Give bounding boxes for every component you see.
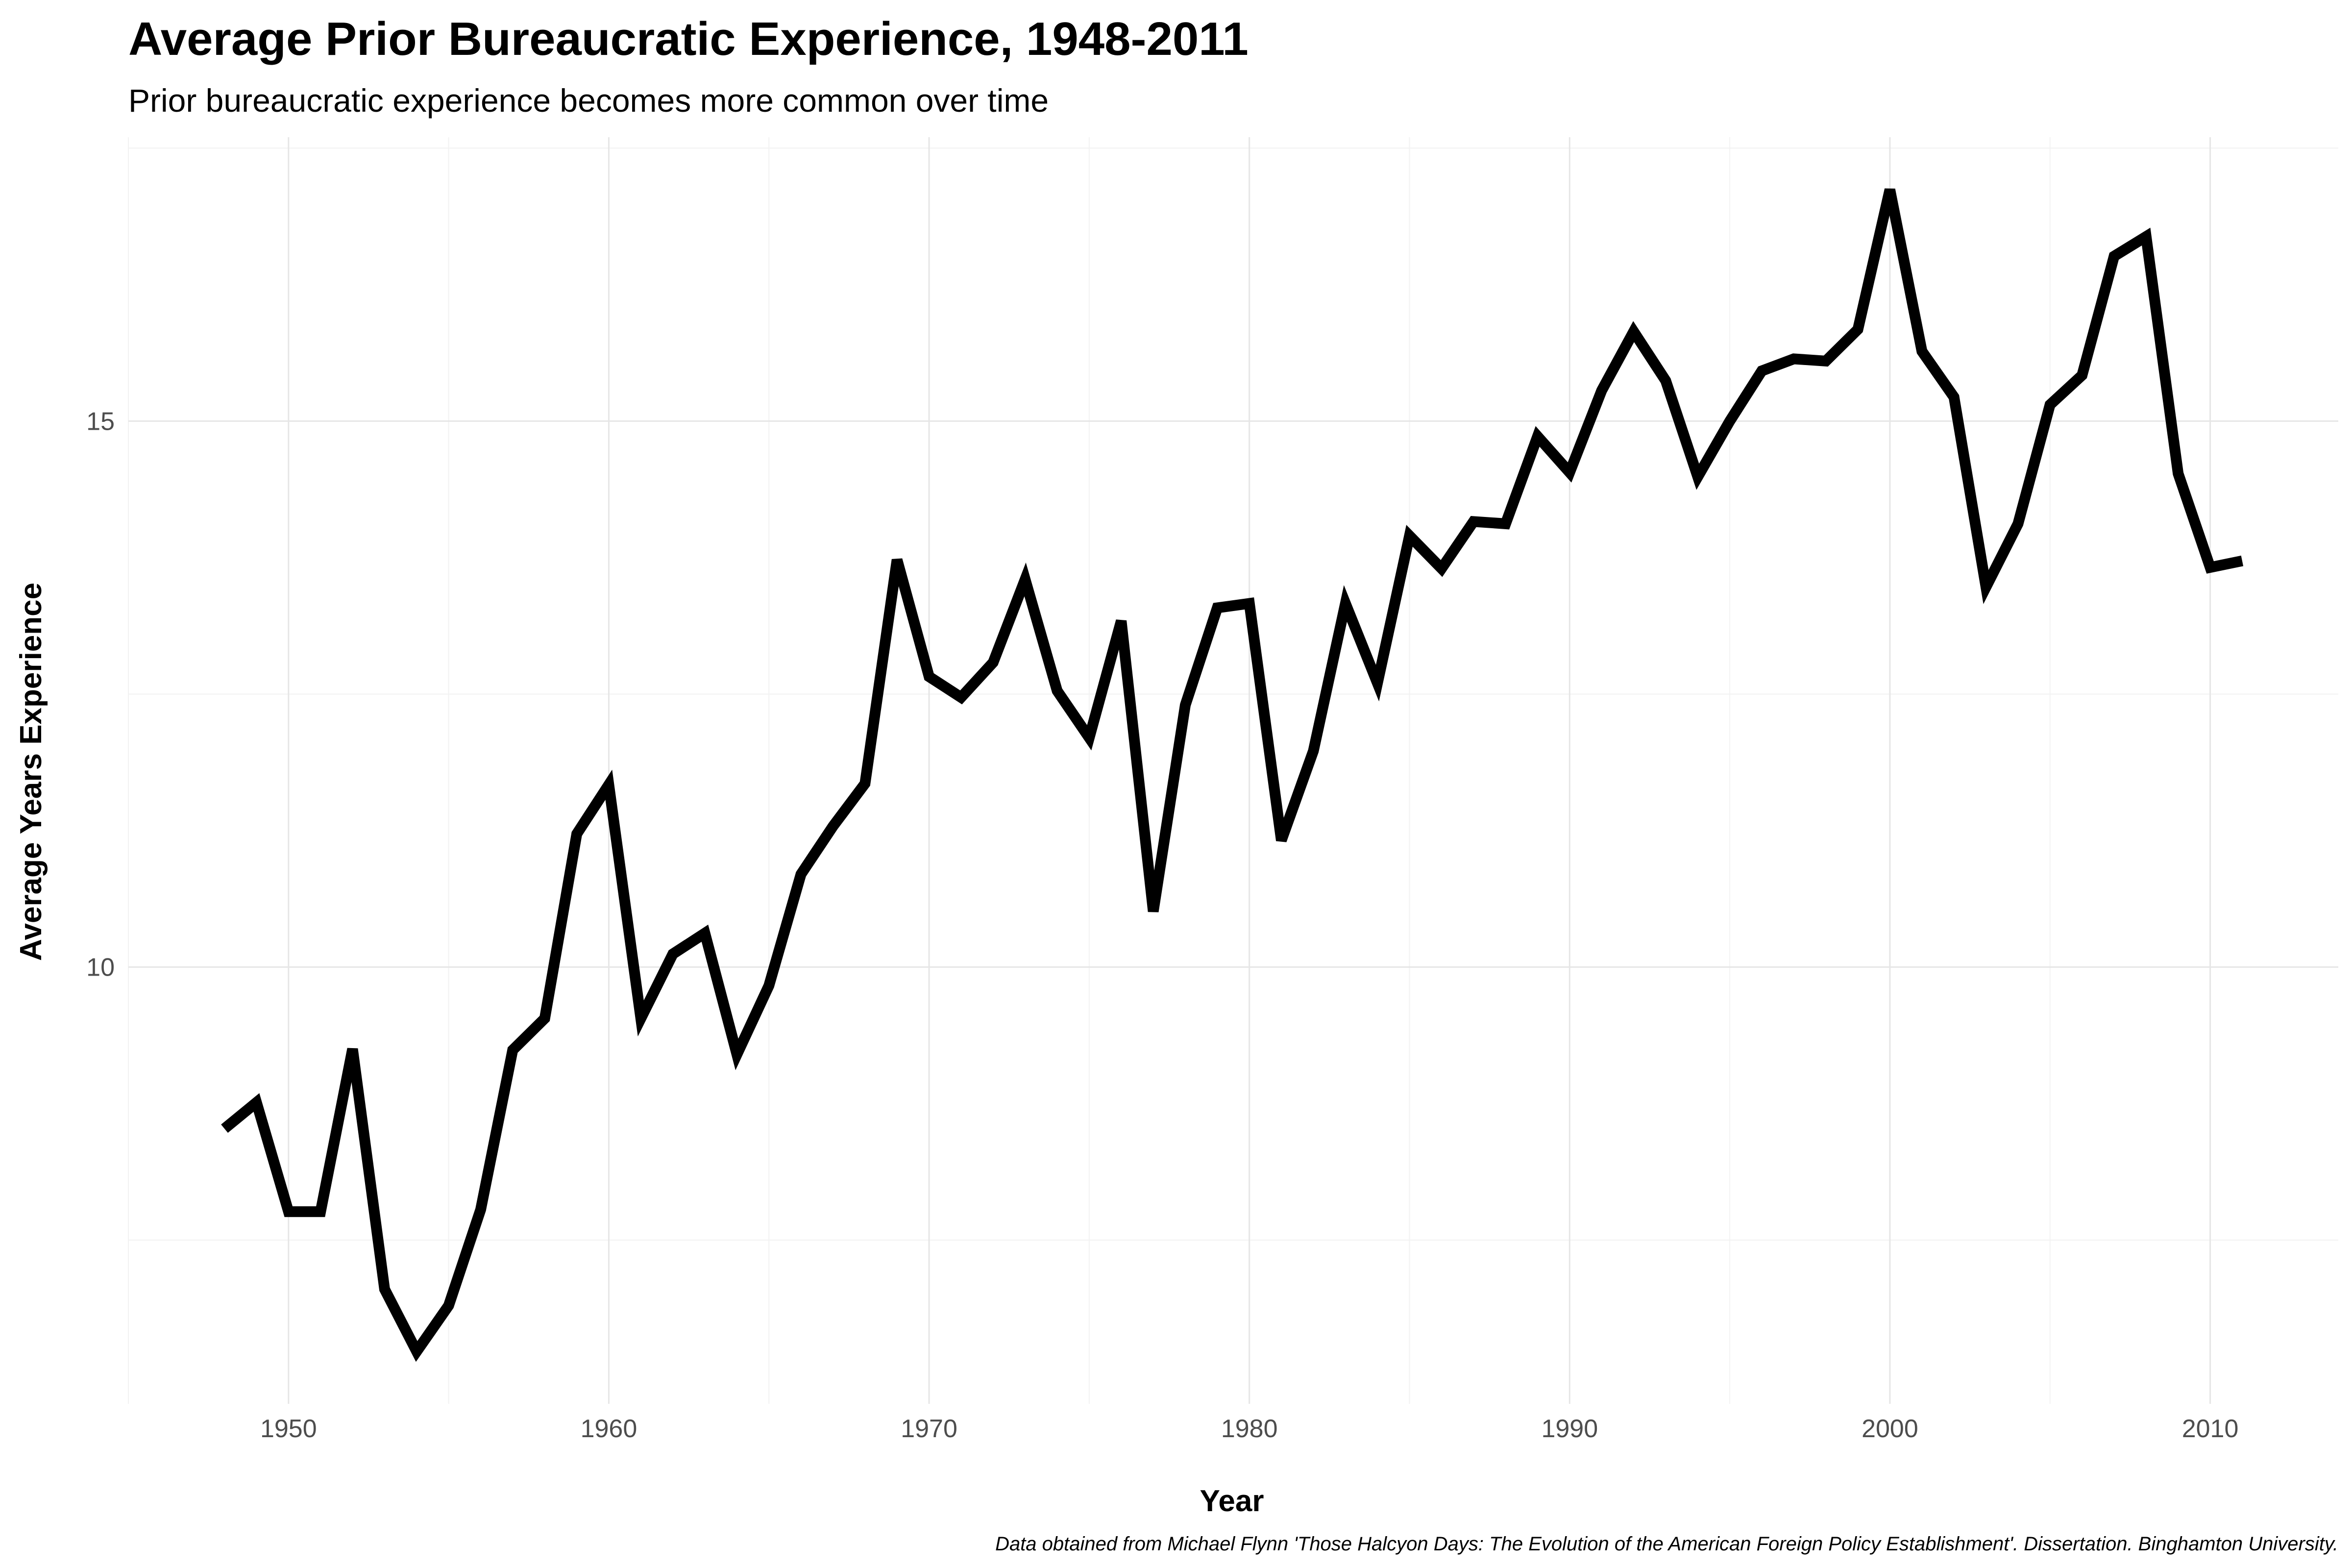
chart-subtitle: Prior bureaucratic experience becomes mo… bbox=[128, 82, 1049, 119]
data-source-caption: Data obtained from Michael Flynn 'Those … bbox=[995, 1533, 2338, 1555]
x-tick-label: 1950 bbox=[260, 1415, 317, 1443]
y-tick-label: 10 bbox=[86, 954, 115, 982]
x-tick-label: 1980 bbox=[1221, 1415, 1278, 1443]
x-tick-label: 1990 bbox=[1541, 1415, 1598, 1443]
x-axis-tick-labels: 1950 1960 1970 1980 1990 2000 2010 bbox=[260, 1415, 2238, 1443]
y-axis-title: Average Years Experience bbox=[14, 583, 48, 961]
series-line bbox=[221, 188, 2244, 1362]
x-tick-label: 2010 bbox=[2182, 1415, 2239, 1443]
chart-title: Average Prior Bureaucratic Experience, 1… bbox=[128, 13, 1249, 65]
x-axis-title: Year bbox=[1200, 1484, 1264, 1518]
y-axis-tick-labels: 10 15 bbox=[86, 407, 115, 981]
x-tick-label: 1970 bbox=[901, 1415, 957, 1443]
y-tick-label: 15 bbox=[86, 407, 115, 436]
major-gridlines bbox=[128, 137, 2338, 1404]
series-layer bbox=[221, 188, 2244, 1362]
x-tick-label: 1960 bbox=[581, 1415, 637, 1443]
x-tick-label: 2000 bbox=[1862, 1415, 1918, 1443]
minor-gridlines bbox=[128, 137, 2338, 1404]
